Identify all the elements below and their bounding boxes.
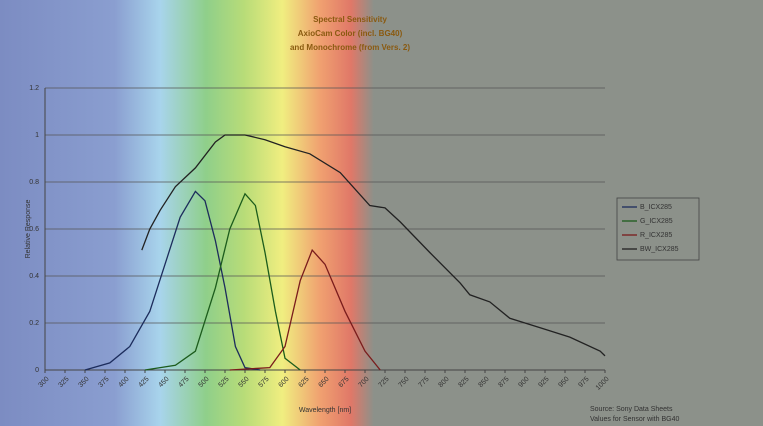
y-tick-label: 0.8 — [29, 179, 39, 186]
legend-label: G_ICX285 — [640, 218, 673, 225]
chart-title: Spectral Sensitivity — [313, 15, 387, 24]
series-line — [84, 190, 261, 371]
y-tick-label: 0.4 — [29, 273, 39, 280]
y-tick-label: 1 — [35, 132, 39, 139]
y-axis-label: Relative Response — [25, 200, 32, 259]
legend-label: R_ICX285 — [640, 232, 672, 239]
y-tick-label: 0.2 — [29, 320, 39, 327]
annotation: Values for Sensor with BG40 — [590, 416, 679, 423]
y-tick-label: 1.2 — [29, 85, 39, 92]
chart-subtitle: and Monochrome (from Vers. 2) — [290, 43, 410, 52]
legend-box — [616, 197, 700, 261]
legend-label: BW_ICX285 — [640, 246, 679, 253]
chart-subtitle: AxioCam Color (incl. BG40) — [298, 29, 403, 38]
annotation: Source: Sony Data Sheets — [590, 406, 673, 413]
series-line — [144, 192, 301, 371]
x-axis-label: Wavelength [nm] — [299, 407, 351, 414]
y-tick-label: 0.6 — [29, 226, 39, 233]
series-line — [141, 134, 606, 357]
y-tick-label: 0 — [35, 367, 39, 374]
legend-label: B_ICX285 — [640, 204, 672, 211]
series-line — [229, 248, 381, 371]
